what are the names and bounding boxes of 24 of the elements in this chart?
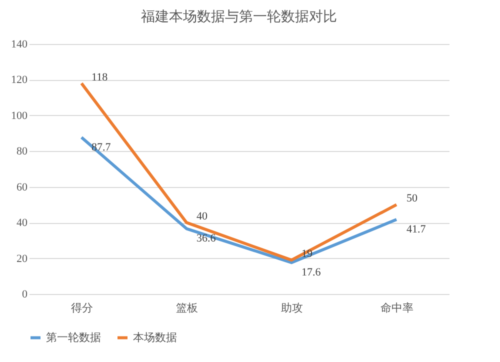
y-tick-label: 60: [16, 181, 28, 194]
x-tick-label: 篮板: [176, 302, 198, 314]
data-label: 36.6: [196, 232, 216, 245]
y-tick-label: 40: [16, 217, 28, 230]
x-tick-label: 助攻: [281, 302, 303, 314]
data-label: 50: [406, 192, 418, 205]
data-label: 41.7: [406, 224, 426, 236]
y-tick-label: 140: [11, 38, 28, 50]
data-label: 19: [302, 248, 313, 260]
y-tick-label: 120: [11, 74, 28, 86]
x-tick-label: 命中率: [380, 302, 414, 314]
line-series: [80, 82, 398, 262]
data-label: 17.6: [302, 266, 322, 279]
y-tick-label: 0: [22, 288, 28, 300]
line-series: [80, 136, 398, 264]
y-tick-label: 100: [11, 110, 28, 122]
data-label: 40: [196, 210, 208, 223]
x-tick-label: 得分: [71, 302, 93, 314]
legend-label: 本场数据: [133, 330, 177, 344]
y-tick-label: 80: [16, 146, 28, 158]
legend-label: 第一轮数据: [46, 330, 101, 344]
y-tick-label: 20: [16, 252, 28, 265]
chart-title: 福建本场数据与第一轮数据对比: [141, 9, 337, 25]
data-label: 118: [92, 71, 108, 84]
